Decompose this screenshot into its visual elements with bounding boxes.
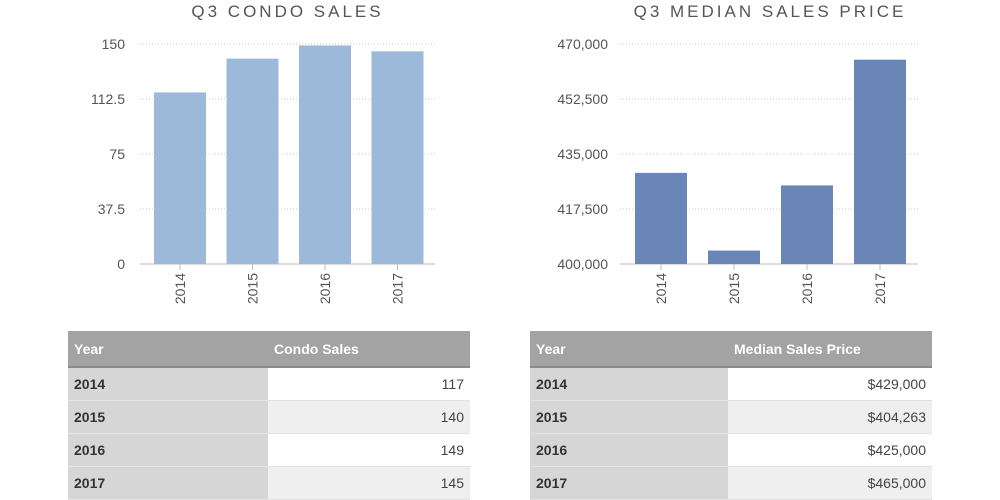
year-cell: 2016 bbox=[530, 433, 728, 467]
y-tick-label: 75 bbox=[109, 146, 125, 162]
median-price-table: Year Median Sales Price 2014 $429,000 20… bbox=[530, 331, 932, 500]
condo-sales-column-header: Condo Sales bbox=[268, 331, 470, 368]
median-price-column-header: Median Sales Price bbox=[728, 331, 932, 368]
x-tick-label: 2014 bbox=[653, 273, 669, 304]
x-tick-label: 2016 bbox=[317, 273, 333, 304]
x-tick-label: 2015 bbox=[245, 273, 261, 304]
y-tick-label: 400,000 bbox=[557, 256, 608, 272]
y-tick-label: 150 bbox=[102, 36, 126, 52]
year-cell: 2015 bbox=[68, 400, 268, 434]
table-row: 2016 $425,000 bbox=[530, 433, 932, 467]
condo-sales-table: Year Condo Sales 2014 117 2015 140 2016 … bbox=[68, 331, 470, 500]
x-tick-label: 2017 bbox=[872, 273, 888, 304]
table-row: 2017 $465,000 bbox=[530, 466, 932, 500]
bar-2015 bbox=[708, 250, 760, 264]
y-tick-label: 435,000 bbox=[557, 146, 608, 162]
year-cell: 2017 bbox=[530, 466, 728, 500]
x-tick-label: 2017 bbox=[390, 273, 406, 304]
x-tick-label: 2015 bbox=[726, 273, 742, 304]
y-tick-label: 37.5 bbox=[98, 201, 125, 217]
y-tick-label: 452,500 bbox=[557, 91, 608, 107]
median-price-chart: 400,000 417,500 435,000 452,500 470,000 2014 2… bbox=[557, 36, 918, 304]
year-column-header: Year bbox=[530, 331, 728, 368]
condo-sales-chart-title: Q3 CONDO SALES bbox=[191, 2, 384, 21]
bar-2016 bbox=[781, 185, 833, 264]
bar-2015 bbox=[226, 58, 279, 264]
bar-2017 bbox=[371, 51, 424, 265]
condo-sales-cell: 149 bbox=[268, 433, 470, 467]
median-price-chart-title: Q3 MEDIAN SALES PRICE bbox=[633, 2, 907, 21]
y-tick-label: 417,500 bbox=[557, 201, 608, 217]
condo-sales-cell: 145 bbox=[268, 466, 470, 500]
bar-2014 bbox=[635, 172, 687, 264]
y-tick-label: 0 bbox=[117, 256, 125, 272]
year-column-header: Year bbox=[68, 331, 268, 368]
year-cell: 2015 bbox=[530, 400, 728, 434]
year-cell: 2014 bbox=[530, 367, 728, 401]
y-tick-label: 470,000 bbox=[557, 36, 608, 52]
y-tick-label: 112.5 bbox=[91, 91, 125, 107]
condo-sales-cell: 117 bbox=[268, 367, 470, 401]
x-tick-label: 2014 bbox=[172, 273, 188, 304]
condo-sales-cell: 140 bbox=[268, 400, 470, 434]
table-header-row: Year Condo Sales bbox=[68, 331, 470, 368]
table-row: 2014 117 bbox=[68, 367, 470, 401]
bar-2014 bbox=[154, 92, 206, 265]
table-row: 2017 145 bbox=[68, 466, 470, 500]
bar-2017 bbox=[854, 59, 906, 264]
condo-sales-chart: 0 37.5 75 112.5 150 2014 2015 2016 2017 bbox=[91, 36, 435, 304]
table-row: 2015 $404,263 bbox=[530, 400, 932, 434]
table-header-row: Year Median Sales Price bbox=[530, 331, 932, 368]
year-cell: 2014 bbox=[68, 367, 268, 401]
table-row: 2016 149 bbox=[68, 433, 470, 467]
median-price-cell: $465,000 bbox=[728, 466, 932, 500]
table-row: 2015 140 bbox=[68, 400, 470, 434]
median-price-cell: $429,000 bbox=[728, 367, 932, 401]
bar-2016 bbox=[299, 45, 351, 264]
year-cell: 2016 bbox=[68, 433, 268, 467]
year-cell: 2017 bbox=[68, 466, 268, 500]
median-price-cell: $404,263 bbox=[728, 400, 932, 434]
table-row: 2014 $429,000 bbox=[530, 367, 932, 401]
x-tick-label: 2016 bbox=[799, 273, 815, 304]
median-price-cell: $425,000 bbox=[728, 433, 932, 467]
